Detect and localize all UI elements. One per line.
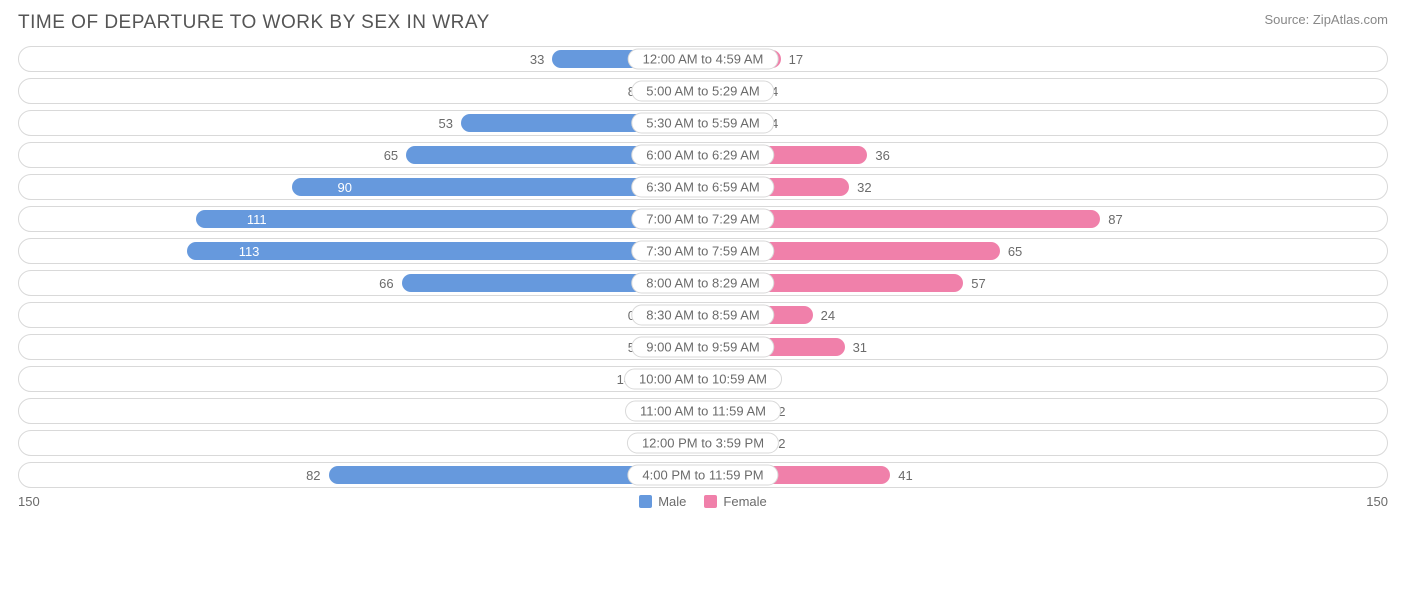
category-label: 6:00 AM to 6:29 AM <box>631 145 774 166</box>
category-label: 5:00 AM to 5:29 AM <box>631 81 774 102</box>
category-label: 10:00 AM to 10:59 AM <box>624 369 782 390</box>
category-label: 6:30 AM to 6:59 AM <box>631 177 774 198</box>
axis-left-max: 150 <box>18 494 40 509</box>
chart-row: 01212:00 PM to 3:59 PM <box>18 430 1388 456</box>
diverging-bar-chart: 33 1712:00 AM to 4:59 AM 845:00 AM to 5:29… <box>18 46 1388 488</box>
legend-label-female: Female <box>723 494 766 509</box>
chart-row: 0248:30 AM to 8:59 AM <box>18 302 1388 328</box>
value-label-male: 113 <box>231 239 268 263</box>
value-label-female: 17 <box>781 47 831 71</box>
chart-header: TIME OF DEPARTURE TO WORK BY SEX IN WRAY… <box>18 12 1388 34</box>
value-label-male: 90 <box>329 175 359 199</box>
chart-row: 845:00 AM to 5:29 AM <box>18 78 1388 104</box>
axis-right-max: 150 <box>1366 494 1388 509</box>
category-label: 5:30 AM to 5:59 AM <box>631 113 774 134</box>
value-label-male: 33 <box>502 47 552 71</box>
chart-title: TIME OF DEPARTURE TO WORK BY SEX IN WRAY <box>18 12 490 34</box>
chart-row: 01211:00 AM to 11:59 AM <box>18 398 1388 424</box>
value-label-female: 24 <box>813 303 863 327</box>
chart-row: 82 41 4:00 PM to 11:59 PM <box>18 462 1388 488</box>
chart-row: 90 32 6:30 AM to 6:59 AM <box>18 174 1388 200</box>
legend-item-male: Male <box>639 494 686 509</box>
category-label: 12:00 AM to 4:59 AM <box>628 49 779 70</box>
value-label-female: 87 <box>1100 207 1150 231</box>
category-label: 7:30 AM to 7:59 AM <box>631 241 774 262</box>
value-label-female: 41 <box>890 463 940 487</box>
chart-row: 33 1712:00 AM to 4:59 AM <box>18 46 1388 72</box>
value-label-female: 65 <box>1000 239 1050 263</box>
chart-row: 111 87 7:00 AM to 7:29 AM <box>18 206 1388 232</box>
chart-row: 113 65 7:30 AM to 7:59 AM <box>18 238 1388 264</box>
legend: Male Female <box>639 494 767 509</box>
category-label: 12:00 PM to 3:59 PM <box>627 433 779 454</box>
chart-row: 14010:00 AM to 10:59 AM <box>18 366 1388 392</box>
value-label-male: 53 <box>411 111 461 135</box>
chart-row: 66 57 8:00 AM to 8:29 AM <box>18 270 1388 296</box>
category-label: 11:00 AM to 11:59 AM <box>625 401 781 422</box>
value-label-male: 66 <box>352 271 402 295</box>
category-label: 7:00 AM to 7:29 AM <box>631 209 774 230</box>
category-label: 8:00 AM to 8:29 AM <box>631 273 774 294</box>
value-label-male: 65 <box>356 143 406 167</box>
category-label: 8:30 AM to 8:59 AM <box>631 305 774 326</box>
value-label-male: 82 <box>279 463 329 487</box>
legend-label-male: Male <box>658 494 686 509</box>
chart-row: 65 36 6:00 AM to 6:29 AM <box>18 142 1388 168</box>
value-label-female: 57 <box>963 271 1013 295</box>
value-label-female: 31 <box>845 335 895 359</box>
value-label-female: 36 <box>867 143 917 167</box>
category-label: 4:00 PM to 11:59 PM <box>627 465 778 486</box>
chart-row: 5319:00 AM to 9:59 AM <box>18 334 1388 360</box>
legend-swatch-female <box>704 495 717 508</box>
chart-row: 5345:30 AM to 5:59 AM <box>18 110 1388 136</box>
axis-row: 150 Male Female 150 <box>18 494 1388 509</box>
value-label-male: 111 <box>239 207 275 231</box>
legend-item-female: Female <box>704 494 766 509</box>
category-label: 9:00 AM to 9:59 AM <box>631 337 774 358</box>
legend-swatch-male <box>639 495 652 508</box>
value-label-female: 32 <box>849 175 899 199</box>
chart-source: Source: ZipAtlas.com <box>1264 12 1388 27</box>
